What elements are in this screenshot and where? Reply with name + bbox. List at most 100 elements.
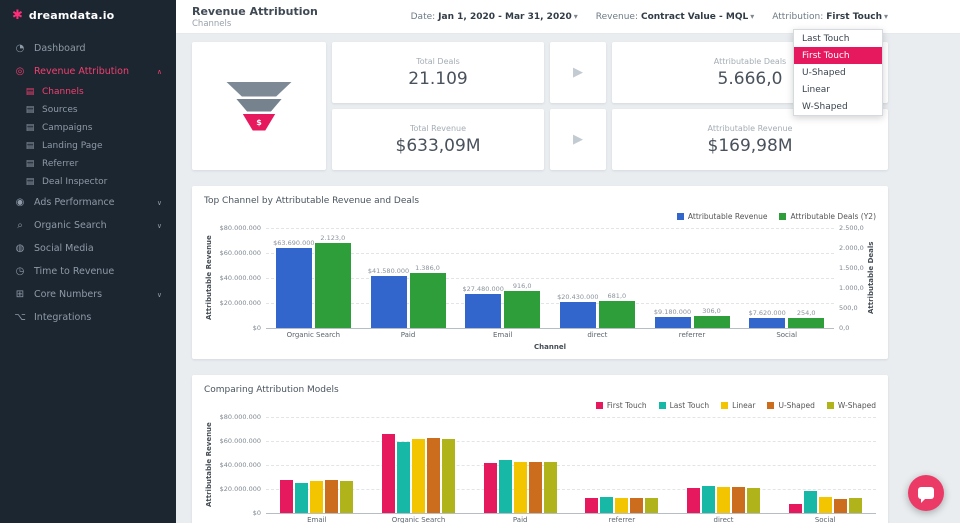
legend-item-linear[interactable]: Linear [721,401,755,410]
bar-attributable-revenue[interactable]: $9.180.000 [654,308,691,328]
bar-first-touch[interactable] [585,498,599,513]
bar-linear[interactable] [818,497,832,513]
bar-linear[interactable] [513,462,527,513]
metric-value: $169,98M [707,135,793,156]
bar-value-label: $9.180.000 [653,307,692,316]
sidebar-subitem-channels[interactable]: ▤ Channels [0,83,176,101]
gridline [266,465,876,466]
legend-swatch [779,212,787,220]
bar-u-shaped[interactable] [427,437,440,513]
sidebar-item-integrations[interactable]: ⌥ Integrations [0,306,176,329]
funnel-card: $ [192,42,326,170]
bar-attributable-revenue[interactable]: $41.580.000 [368,267,409,328]
sidebar-subitem-campaigns[interactable]: ▤ Campaigns [0,119,176,137]
sidebar-subitem-sources[interactable]: ▤ Sources [0,101,176,119]
sidebar-subitem-deal-inspector[interactable]: ▤ Deal Inspector [0,173,176,191]
legend-item-last-touch[interactable]: Last Touch [658,401,709,410]
bar-w-shaped[interactable] [645,497,659,513]
sidebar-subitem-referrer[interactable]: ▤ Referrer [0,155,176,173]
bar-first-touch[interactable] [788,503,802,513]
bar-attributable-deals-y2[interactable]: 306,0 [693,307,730,328]
logo[interactable]: ✱ dreamdata.io [0,0,176,31]
bar-first-touch[interactable] [382,434,395,513]
bar-last-touch[interactable] [295,483,309,513]
sidebar-item-label: Time to Revenue [34,266,115,277]
bar-attributable-deals-y2[interactable]: 916,0 [504,282,541,328]
chevron-down-icon: ∨ [156,198,162,207]
plot-area [266,417,876,514]
bar-last-touch[interactable] [498,459,512,513]
bar-value-label: $20.430.000 [557,293,599,302]
sidebar-subitem-label: Referrer [42,159,79,169]
page-title: Revenue Attribution [192,4,318,18]
sidebar-subitem-landing-page[interactable]: ▤ Landing Page [0,137,176,155]
bar-last-touch[interactable] [600,496,614,513]
menu-item-linear[interactable]: Linear [802,84,830,95]
menu-item-w-shaped[interactable]: W-Shaped [802,101,848,112]
bar-first-touch[interactable] [280,480,294,513]
date-filter[interactable]: Date: Jan 1, 2020 - Mar 31, 2020 ▾ [411,12,578,22]
bar-linear[interactable] [717,487,731,513]
bar-attributable-revenue[interactable]: $63.690.000 [273,239,315,328]
chart-legend: First Touch Last Touch Linear U-Shaped W-Sha… [204,399,876,411]
bar-w-shaped[interactable] [848,498,862,513]
bar-u-shaped[interactable] [528,461,542,513]
bar-u-shaped[interactable] [325,480,339,513]
bar-u-shaped[interactable] [630,498,644,513]
attribution-filter[interactable]: Attribution: First Touch ▾ [772,12,888,22]
menu-item-last-touch[interactable]: Last Touch [802,33,850,44]
bar-attributable-deals-y2[interactable]: 254,0 [788,309,825,328]
document-icon: ▤ [25,141,35,151]
legend-item-w-shaped[interactable]: W-Shaped [826,401,876,410]
menu-item-u-shaped[interactable]: U-Shaped [802,67,846,78]
y-tick-label: $0 [252,324,261,332]
y-tick-label: $60.000.000 [219,249,261,257]
bar-last-touch[interactable] [803,490,817,513]
bar-last-touch[interactable] [397,441,410,513]
legend-item-first-touch[interactable]: First Touch [595,401,647,410]
sidebar-item-ads-performance[interactable]: ◉ Ads Performance ∨ [0,191,176,214]
bar-u-shaped[interactable] [732,486,746,513]
bar-attributable-revenue[interactable]: $7.620.000 [749,309,786,328]
bar-group-referrer: $9.180.000 306,0 [645,228,740,328]
bar-attributable-revenue[interactable]: $20.430.000 [557,293,599,328]
bar-attributable-deals-y2[interactable]: 2.123,0 [314,234,351,328]
gridline [266,441,876,442]
bar-group-paid: $41.580.000 1.386,0 [361,228,456,328]
bar-group-social [774,417,876,513]
menu-item-first-touch[interactable]: First Touch [794,47,882,64]
bar-u-shaped[interactable] [833,498,847,513]
sidebar-item-core-numbers[interactable]: ⊞ Core Numbers ∨ [0,283,176,306]
chat-widget-button[interactable] [908,475,944,511]
bar-first-touch[interactable] [483,463,497,513]
sidebar-item-time-to-revenue[interactable]: ◷ Time to Revenue [0,260,176,283]
bar-last-touch[interactable] [702,485,716,513]
bar-attributable-deals-y2[interactable]: 1.386,0 [409,264,446,328]
bar-linear[interactable] [615,497,629,513]
bar-w-shaped[interactable] [543,462,557,513]
sidebar-item-dashboard[interactable]: ◔ Dashboard [0,37,176,60]
legend-item-u-shaped[interactable]: U-Shaped [767,401,815,410]
sidebar-item-social-media[interactable]: ◍ Social Media [0,237,176,260]
bar-w-shaped[interactable] [747,487,761,513]
bar-w-shaped[interactable] [442,439,455,513]
sidebar-item-organic-search[interactable]: ⌕ Organic Search ∨ [0,214,176,237]
sidebar-item-revenue-attribution[interactable]: ◎ Revenue Attribution ∧ [0,60,176,83]
sidebar-subitem-label: Landing Page [42,141,103,151]
core-numbers-icon: ⊞ [15,289,25,300]
bar-linear[interactable] [412,438,425,513]
legend-swatch [721,401,729,409]
bar-attributable-deals-y2[interactable]: 681,0 [598,292,635,328]
plot-area: $63.690.000 2.123,0 $41.580.000 1.386,0 $27.… [266,228,834,329]
bar-linear[interactable] [310,480,324,513]
bar-attributable-revenue[interactable]: $27.480.000 [462,285,504,328]
legend-item-attributable-deals-y2[interactable]: Attributable Deals (Y2) [779,212,876,221]
revenue-filter[interactable]: Revenue: Contract Value - MQL ▾ [596,12,755,22]
bar-value-label: 306,0 [702,306,721,315]
bar-first-touch[interactable] [687,488,701,513]
bar-w-shaped[interactable] [340,480,354,513]
y-tick-label: $80.000.000 [219,224,261,232]
arrow-card-deals: ▶ [550,42,606,103]
y-axis-ticks-left: $80.000.000 $60.000.000 $40.000.000 $20.000… [214,413,266,517]
legend-item-attributable-revenue[interactable]: Attributable Revenue [676,212,767,221]
